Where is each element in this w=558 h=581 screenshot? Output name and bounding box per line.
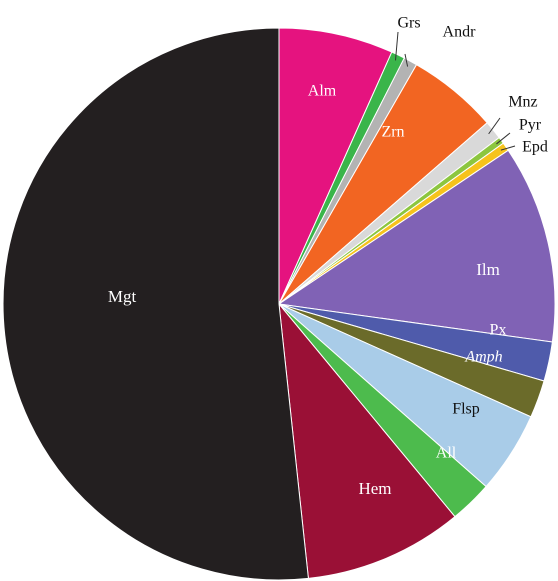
slice-label-alm: Alm — [308, 83, 337, 100]
leader-line-epd — [500, 145, 516, 151]
slice-label-ilm: Ilm — [476, 260, 500, 279]
slice-label-mnz: Mnz — [508, 94, 537, 111]
leader-line-andr — [404, 53, 409, 67]
leader-line-grs — [394, 31, 399, 61]
slice-label-grs: Grs — [397, 15, 420, 32]
leader-lines — [394, 31, 516, 151]
pie-slice-ilm — [277, 149, 556, 343]
leader-line-pyr — [496, 132, 511, 145]
slice-label-flsp: Flsp — [452, 401, 480, 418]
slice-label-andr: Andr — [443, 24, 477, 41]
slice-label-px: Px — [490, 322, 507, 339]
pie-slice-hem — [278, 302, 456, 579]
slice-label-epd: Epd — [522, 139, 548, 156]
slice-label-zrn: Zrn — [381, 124, 404, 141]
slice-label-amph: Amph — [464, 349, 502, 366]
slice-label-pyr: Pyr — [519, 117, 542, 134]
pie-slice-mgt — [2, 27, 309, 581]
slice-label-hem: Hem — [358, 479, 391, 498]
leader-line-mnz — [488, 117, 501, 135]
slice-label-all: All — [436, 445, 457, 462]
slice-label-mgt: Mgt — [108, 287, 137, 306]
pie-slices — [2, 27, 556, 581]
pie-slice-alm — [278, 27, 393, 305]
slice-labels: Alm Grs Andr Zrn Mnz Pyr Epd Ilm Px Amph Flsp All He… — [108, 15, 548, 498]
